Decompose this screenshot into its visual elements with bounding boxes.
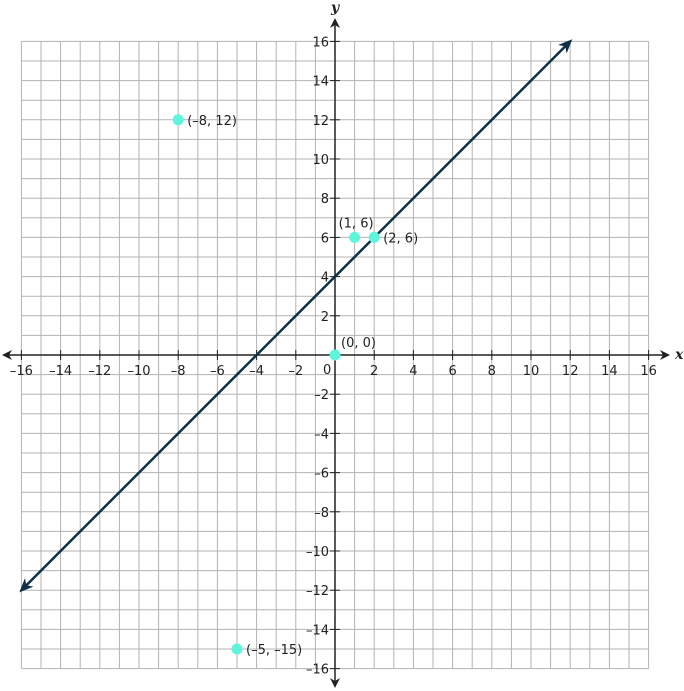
y-tick-label: –10 (306, 545, 329, 560)
x-tick-label: 12 (562, 364, 579, 379)
x-tick-label: –6 (210, 364, 225, 379)
point-label: (–8, 12) (187, 114, 237, 129)
data-point (172, 114, 184, 126)
x-tick-label: 2 (370, 364, 378, 379)
data-point (368, 231, 380, 243)
y-tick-label: 12 (312, 114, 329, 129)
y-tick-label: –6 (314, 467, 329, 482)
data-point (231, 643, 243, 655)
x-tick-label: 8 (488, 364, 496, 379)
x-tick-label: 16 (640, 364, 657, 379)
y-tick-label: 8 (321, 192, 329, 207)
y-axis-label: y (330, 0, 340, 16)
y-tick-label: –8 (314, 506, 329, 521)
x-tick-label: –10 (127, 364, 150, 379)
y-tick-label: 10 (312, 153, 329, 168)
data-point (329, 349, 341, 361)
point-label: (–5, –15) (246, 643, 302, 658)
x-tick-label: –12 (88, 364, 111, 379)
y-tick-label: 2 (321, 310, 329, 325)
x-tick-label: –16 (10, 364, 33, 379)
points: (–8, 12) (1, 6) (2, 6) (0, 0) (–5, –15) (172, 114, 418, 658)
x-tick-label: 6 (448, 364, 456, 379)
y-tick-label: –4 (314, 427, 329, 442)
x-tick-label: –8 (171, 364, 186, 379)
origin-label: 0 (323, 363, 331, 378)
x-tick-label: –14 (49, 364, 72, 379)
x-tick-label: –2 (288, 364, 303, 379)
point-label: (2, 6) (383, 231, 418, 246)
x-tick-label: 10 (523, 364, 540, 379)
point-label: (0, 0) (341, 336, 376, 351)
x-axis-label: x (674, 347, 684, 363)
x-tick-label: 14 (601, 364, 618, 379)
y-tick-label: 6 (321, 231, 329, 246)
x-tick-label: –4 (249, 364, 264, 379)
point-label: (1, 6) (339, 216, 374, 231)
y-tick-label: –2 (314, 388, 329, 403)
x-tick-label: 4 (409, 364, 417, 379)
y-tick-label: –12 (306, 584, 329, 599)
line (19, 39, 573, 593)
y-tick-label: –14 (306, 623, 329, 638)
data-point (349, 231, 361, 243)
y-tick-label: 14 (312, 75, 329, 90)
y-tick-label: 16 (312, 35, 329, 50)
y-tick-label: –16 (306, 663, 329, 678)
line-y-equals-x-plus-4 (19, 39, 573, 593)
